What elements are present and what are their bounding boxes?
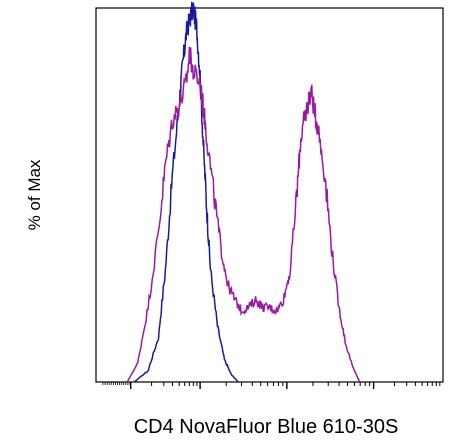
plot-frame: [95, 7, 444, 383]
series-line-1: [133, 1, 239, 383]
series-line-2: [126, 46, 361, 383]
series-layer: [126, 1, 361, 383]
x-axis-ticks: [102, 382, 441, 389]
y-axis-label: % of Max: [25, 159, 44, 230]
x-axis-label: CD4 NovaFluor Blue 610-30S: [134, 416, 399, 438]
